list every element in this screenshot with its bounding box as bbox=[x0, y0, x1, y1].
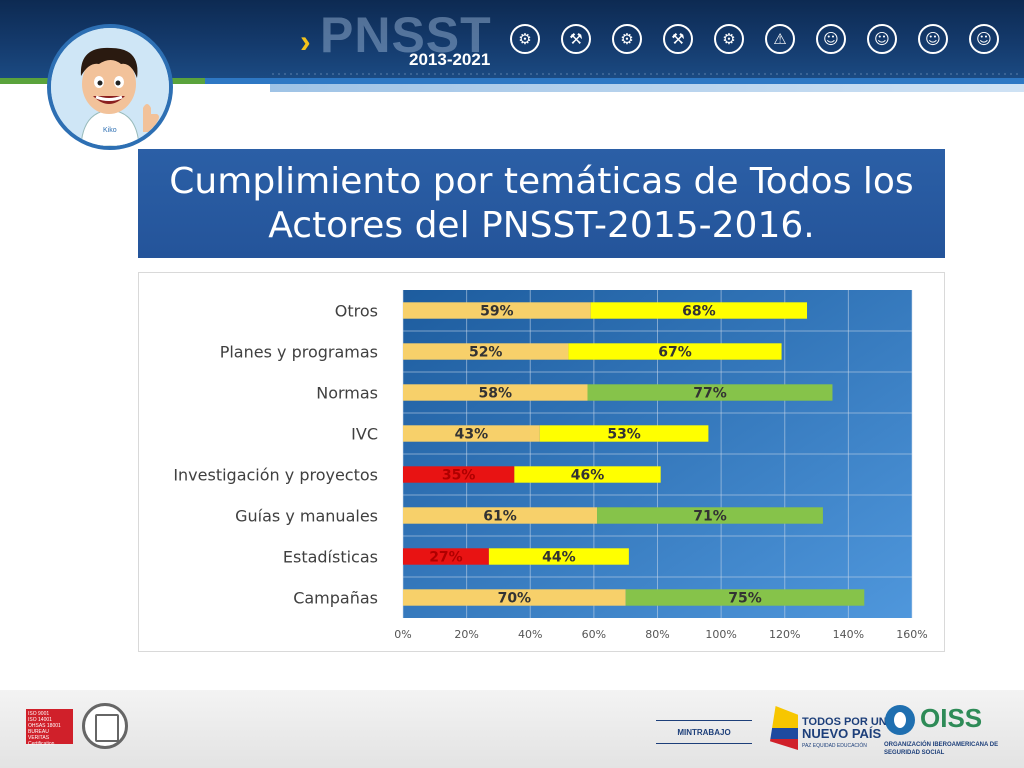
mascot-icon: Kiko bbox=[51, 28, 169, 146]
x-tick-label: 100% bbox=[705, 628, 736, 641]
bar-segment bbox=[539, 425, 709, 442]
oiss-emblem-icon bbox=[885, 705, 915, 735]
brand-title: PNSST bbox=[320, 7, 492, 63]
x-tick-label: 60% bbox=[582, 628, 606, 641]
worker-icon: ⚙ bbox=[510, 24, 540, 54]
mascot-shirt-text: Kiko bbox=[103, 127, 117, 134]
worker-icon: ⚠ bbox=[765, 24, 795, 54]
mintrabajo-logo: MINTRABAJO bbox=[656, 720, 752, 744]
bar-segment bbox=[587, 384, 833, 401]
data-label: 61% bbox=[483, 509, 517, 525]
bar-segment bbox=[568, 343, 782, 360]
category-label: Campañas bbox=[293, 589, 378, 608]
bar-segment bbox=[590, 302, 808, 319]
data-label: 43% bbox=[455, 427, 489, 443]
category-label: Guías y manuales bbox=[235, 507, 378, 526]
bar-segment bbox=[597, 507, 823, 524]
cert-line: OHSAS 18001 bbox=[28, 723, 61, 729]
mintrabajo-label: MINTRABAJO bbox=[677, 727, 731, 737]
bar-segment bbox=[403, 507, 598, 524]
bar-segment bbox=[514, 466, 661, 483]
cert-line: Certification bbox=[28, 741, 55, 747]
todos-line2: NUEVO PAÍS bbox=[802, 726, 882, 741]
worker-icon: ⚙ bbox=[714, 24, 744, 54]
worker-icon: ⚒ bbox=[663, 24, 693, 54]
todos-line3: PAZ EQUIDAD EDUCACIÓN bbox=[802, 743, 867, 749]
chart-frame: 0% 20% 40% 60% 80% 100% 120% 140% 160% Otros 59% 68… bbox=[138, 272, 945, 652]
x-tick-label: 0% bbox=[394, 628, 411, 641]
category-label: IVC bbox=[351, 425, 378, 444]
category-label: Normas bbox=[316, 384, 378, 403]
data-label: 46% bbox=[571, 468, 605, 484]
oiss-wordmark: OISS bbox=[920, 703, 983, 733]
bar-segment bbox=[403, 548, 489, 565]
worker-icon: ☺ bbox=[816, 24, 846, 54]
worker-icon: ☺ bbox=[918, 24, 948, 54]
data-label: 52% bbox=[469, 345, 503, 361]
todos-line1: TODOS POR UN bbox=[802, 716, 887, 728]
footer bbox=[0, 690, 1024, 768]
slide-title-box: Cumplimiento por temáticas de Todos los … bbox=[138, 149, 945, 258]
data-label: 70% bbox=[498, 591, 532, 607]
todos-por-un-nuevo-pais-logo: TODOS POR UN NUEVO PAÍS PAZ EQUIDAD EDUC… bbox=[802, 716, 887, 752]
chevron-right-icon: › bbox=[300, 23, 311, 59]
bar-segment bbox=[403, 302, 591, 319]
category-label: Planes y programas bbox=[220, 343, 378, 362]
data-label: 44% bbox=[542, 550, 576, 566]
data-label: 67% bbox=[658, 345, 692, 361]
x-tick-label: 120% bbox=[769, 628, 800, 641]
bar-segment bbox=[625, 589, 865, 606]
data-label: 35% bbox=[442, 468, 476, 484]
header-stripe-blue bbox=[205, 78, 1024, 84]
category-label: Otros bbox=[335, 302, 378, 321]
worker-icon: ☺ bbox=[969, 24, 999, 54]
x-tick-label: 80% bbox=[645, 628, 669, 641]
worker-icon: ⚙ bbox=[612, 24, 642, 54]
data-label: 68% bbox=[682, 304, 716, 320]
bureau-veritas-badge: ISO 9001 ISO 14001 OHSAS 18001 BUREAU VE… bbox=[26, 709, 73, 747]
category-label: Estadísticas bbox=[283, 548, 378, 567]
data-label: 27% bbox=[429, 550, 463, 566]
header-stripe-light bbox=[270, 84, 1024, 92]
brand-years: 2013-2021 bbox=[409, 50, 491, 69]
mascot-avatar: Kiko bbox=[47, 24, 173, 150]
bar-segment bbox=[403, 466, 515, 483]
x-tick-label: 20% bbox=[454, 628, 478, 641]
x-tick-label: 140% bbox=[833, 628, 864, 641]
bar-segment bbox=[403, 589, 626, 606]
bar-segment bbox=[403, 343, 569, 360]
data-label: 59% bbox=[480, 304, 514, 320]
slide-title: Cumplimiento por temáticas de Todos los … bbox=[169, 160, 914, 246]
bureau-veritas-seal-icon bbox=[82, 703, 128, 749]
worker-icon: ☺ bbox=[867, 24, 897, 54]
bar-segment bbox=[488, 548, 629, 565]
header-banner: PNSST › 2013-2021 ⚙ ⚒ ⚙ ⚒ ⚙ ⚠ ☺ ☺ ☺ ☺ bbox=[0, 0, 1024, 78]
header-dots bbox=[270, 73, 1020, 75]
data-label: 58% bbox=[478, 386, 512, 402]
cert-line: ISO 14001 bbox=[28, 717, 52, 723]
category-label: Investigación y proyectos bbox=[173, 466, 378, 485]
data-label: 53% bbox=[607, 427, 641, 443]
data-label: 77% bbox=[693, 386, 727, 402]
x-tick-label: 160% bbox=[896, 628, 927, 641]
data-label: 75% bbox=[728, 591, 762, 607]
worker-icon: ⚒ bbox=[561, 24, 591, 54]
bar-segment bbox=[403, 384, 588, 401]
data-label: 71% bbox=[693, 509, 727, 525]
bar-segment bbox=[403, 425, 540, 442]
cert-line: ISO 9001 bbox=[28, 711, 50, 717]
cert-line: BUREAU VERITAS bbox=[28, 729, 50, 741]
x-tick-label: 40% bbox=[518, 628, 542, 641]
oiss-subtitle: ORGANIZACIÓN IBEROAMERICANA DE SEGURIDAD… bbox=[884, 742, 999, 756]
stacked-bar-chart: 0% 20% 40% 60% 80% 100% 120% 140% 160% Otros 59% 68… bbox=[173, 290, 928, 641]
